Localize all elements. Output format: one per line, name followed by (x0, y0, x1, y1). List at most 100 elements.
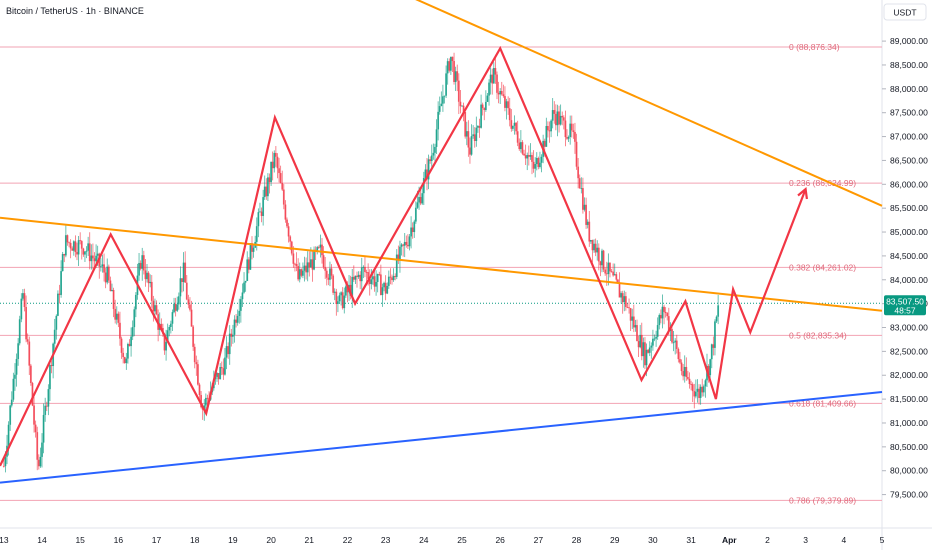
candle-body (165, 342, 167, 351)
candle-body (539, 162, 541, 168)
candle-body (459, 101, 462, 107)
candle-body (680, 362, 683, 372)
candle-body (308, 262, 311, 268)
candle-body (45, 405, 48, 407)
candle-body (262, 197, 265, 216)
zigzag-projection[interactable] (0, 45, 808, 467)
candle-body (637, 341, 640, 348)
candle-body (629, 308, 632, 321)
candle-body (488, 82, 490, 96)
mid-resistance-trendline[interactable] (0, 216, 883, 312)
candle-body (475, 127, 478, 141)
candle-body (365, 271, 368, 273)
candle-body (543, 140, 546, 147)
candle-body (220, 367, 223, 369)
candle-body (604, 269, 607, 274)
candle-body (243, 282, 245, 293)
time-axis[interactable]: 13 14 15 16 17 18 19 20 21 22 23 24 25 26 27 28 29 30 31 Ap… (0, 535, 885, 545)
candle-body (122, 352, 125, 358)
candle-body (570, 123, 573, 131)
candle-body (169, 323, 172, 327)
candle-body (586, 221, 589, 225)
candle-body (198, 384, 201, 396)
candle-body (400, 244, 403, 247)
fib-level-label: 0.382 (84,261.02) (789, 262, 856, 272)
candle-body (47, 389, 50, 407)
candle-body (486, 95, 489, 102)
candle-body (508, 108, 511, 121)
candle-body (698, 388, 700, 398)
candle-body (303, 265, 306, 271)
support-trendline[interactable] (0, 390, 883, 484)
candle-body (652, 338, 654, 346)
candle-body (647, 349, 650, 353)
candle-body (184, 262, 187, 283)
candle-body (685, 366, 688, 378)
upper-resistance-trendline[interactable] (370, 0, 883, 207)
candle-body (311, 259, 314, 270)
candle-body (572, 130, 575, 133)
candle-body (370, 279, 373, 285)
candle-body (518, 142, 521, 150)
candle-body (182, 262, 185, 282)
candle-body (333, 291, 336, 293)
candle-body (61, 254, 64, 272)
price-tick-label: 83,000.00 (890, 323, 928, 333)
fib-level-label: 0.236 (86,024.99) (789, 178, 856, 188)
candle-body (496, 74, 498, 93)
currency-button[interactable]: USDT (883, 3, 927, 21)
candle-body (10, 399, 13, 406)
candle-body (364, 266, 366, 272)
fibonacci-retracement[interactable]: 0 (88,876.34) 0.236 (86,024.99) 0.382 (84,… (0, 42, 882, 505)
time-tick-label: 15 (75, 535, 85, 545)
candle-body (69, 242, 72, 249)
candle-body (93, 258, 96, 262)
candle-body (645, 349, 648, 366)
candle-body (534, 164, 537, 169)
candle-body (84, 251, 86, 255)
candle-body (255, 226, 258, 242)
candle-body (260, 211, 263, 216)
time-tick-label: 2 (765, 535, 770, 545)
candle-body (263, 186, 266, 198)
time-tick-label: 28 (572, 535, 582, 545)
candle-body (337, 301, 339, 304)
candle-body (63, 254, 66, 256)
candle-body (44, 405, 47, 415)
time-tick-label: 25 (457, 535, 467, 545)
candle-body (575, 141, 578, 167)
price-tick-label: 82,000.00 (890, 370, 928, 380)
candle-body (461, 105, 463, 107)
zigzag-path[interactable] (0, 45, 807, 467)
candle-body (225, 346, 228, 358)
candle-body (602, 250, 605, 270)
candle-body (553, 110, 556, 114)
time-tick-label: 17 (152, 535, 162, 545)
candle-body (701, 386, 704, 393)
candle-body (408, 236, 411, 247)
candle-body (82, 248, 85, 255)
candle-body (593, 243, 595, 251)
candle-body (68, 242, 70, 244)
candle-body (605, 273, 608, 275)
candle-body (37, 459, 40, 467)
candle-body (276, 156, 279, 169)
candle-body (22, 293, 24, 299)
candle-body (340, 292, 342, 296)
candle-body (287, 226, 290, 237)
trendlines[interactable] (0, 0, 883, 484)
candle-body (367, 272, 370, 279)
candle-body (286, 219, 288, 227)
candle-body (155, 305, 158, 315)
candle-body (115, 313, 118, 320)
candle-body (197, 364, 199, 385)
candle-body (142, 255, 145, 271)
candle-body (577, 166, 580, 179)
candle-body (702, 386, 705, 393)
price-axis[interactable]: 89,000.00 88,500.00 88,000.00 87,500.00 87,0… (882, 36, 928, 500)
candle-body (349, 284, 352, 296)
candle-body (674, 340, 677, 343)
candle-body (222, 368, 225, 375)
